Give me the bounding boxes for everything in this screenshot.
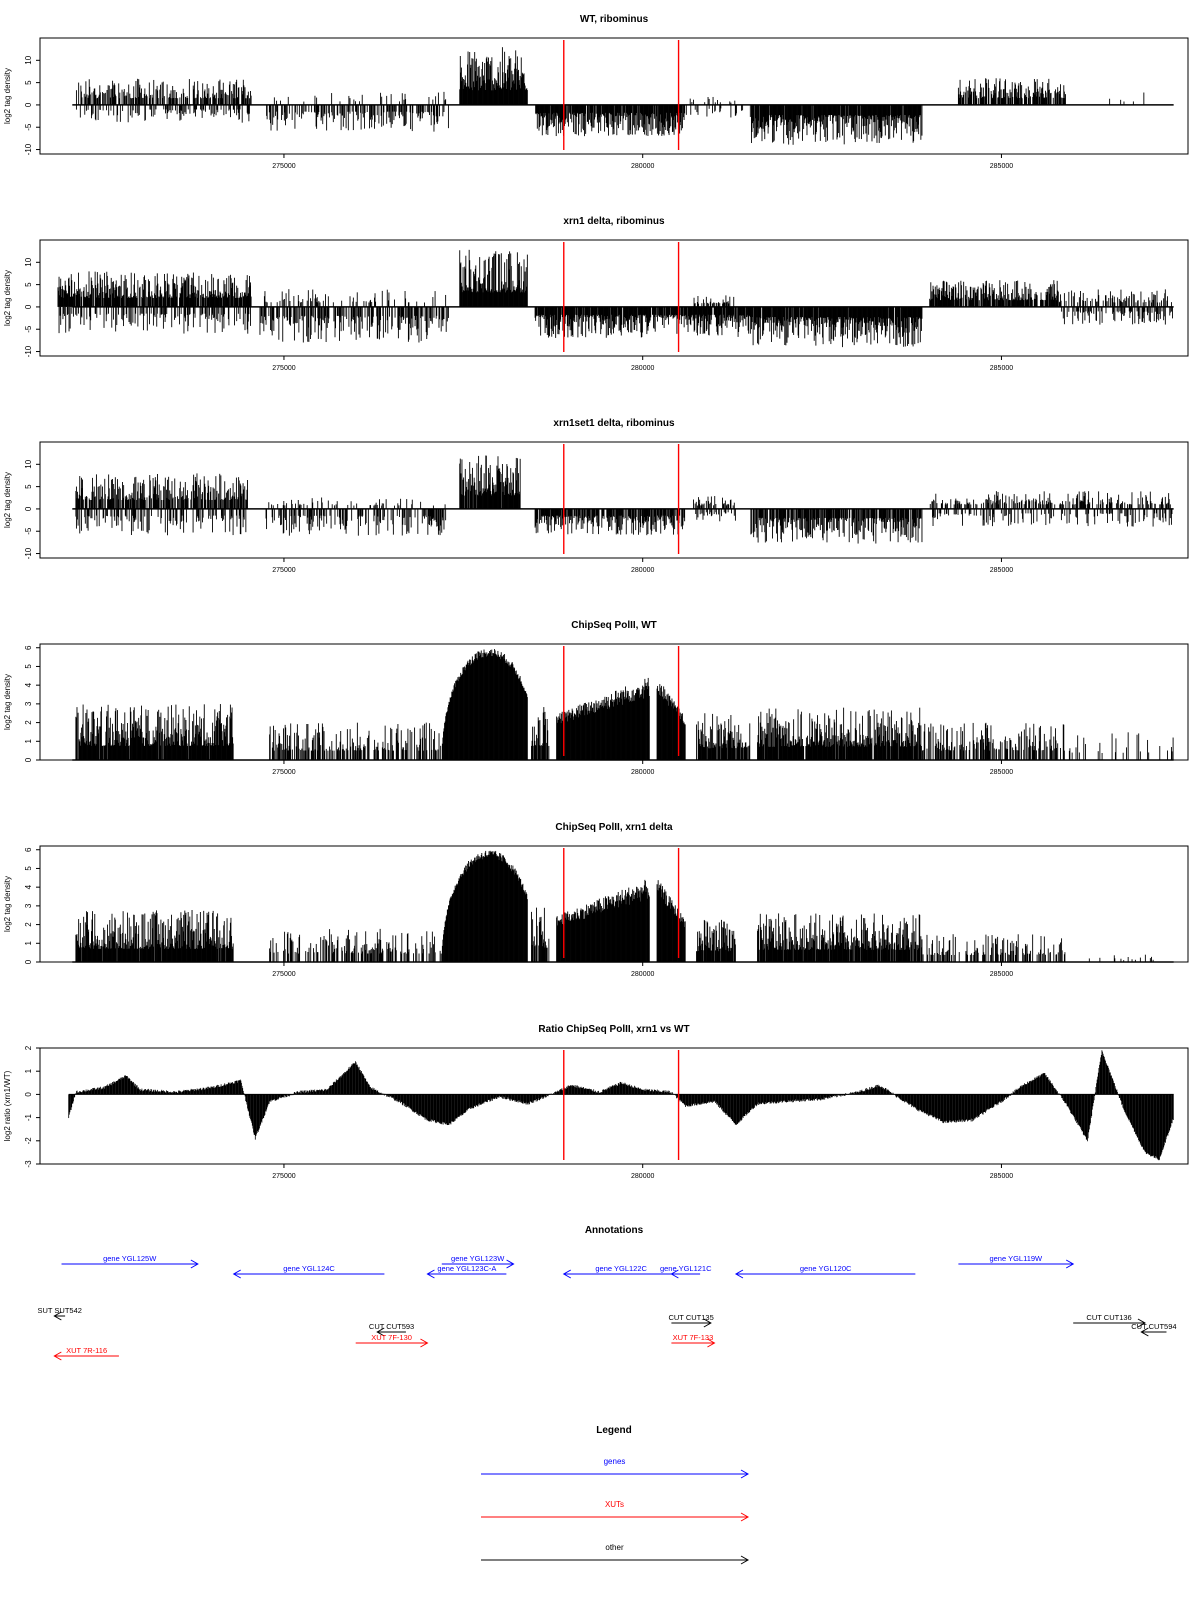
y-tick-label: 5 (24, 282, 33, 287)
data-segment-4 (273, 91, 447, 105)
x-tick-label: 275000 (272, 567, 295, 574)
data-segment-11 (1109, 92, 1145, 105)
data-segment-7 (685, 104, 744, 118)
data-segment-5 (459, 47, 528, 105)
plot-frame (39, 441, 1189, 559)
x-tick-label: 280000 (631, 769, 654, 776)
data-segment-5 (459, 455, 521, 509)
y-axis-label: log2 tag density (3, 674, 12, 730)
data-segment-4 (268, 497, 446, 509)
y-tick-label: -5 (24, 527, 33, 535)
data-layer (72, 455, 1174, 544)
chart-panel-4: ChipSeq PolII, WT log2 tag density 0 1 2 3 4 5 6… (3, 620, 1189, 776)
y-tick-label: 5 (24, 484, 33, 489)
y-tick-label: 10 (24, 55, 33, 64)
x-tick-label: 285000 (990, 769, 1013, 776)
y-tick-label: -10 (24, 345, 33, 357)
y-tick-label: 1 (24, 739, 33, 744)
y-tick-label: 0 (24, 102, 33, 107)
data-segment-10 (1058, 289, 1172, 307)
data-segment-9 (749, 104, 923, 145)
data-segment-11 (932, 508, 1173, 527)
y-tick-label: 0 (24, 304, 33, 309)
y-tick-label: 5 (24, 80, 33, 85)
data-segment-6 (534, 508, 686, 536)
data-segment-2 (58, 306, 252, 334)
x-tick-label: 275000 (272, 769, 295, 776)
x-tick-label: 285000 (990, 567, 1013, 574)
data-segment-8 (749, 306, 923, 348)
data-segment-1 (57, 271, 252, 307)
data-segment-6 (534, 306, 751, 338)
chart-panel-2: xrn1 delta, ribominus log2 tag density -10… (3, 216, 1189, 372)
x-tick-label: 275000 (272, 365, 295, 372)
data-segment-8 (695, 508, 736, 522)
data-segment-7 (693, 295, 735, 307)
y-tick-label: 4 (24, 682, 33, 687)
data-segment-3 (259, 306, 449, 343)
x-tick-label: 275000 (272, 163, 295, 170)
plot-frame (39, 239, 1189, 357)
y-tick-label: 0 (24, 506, 33, 511)
x-tick-label: 280000 (631, 567, 654, 574)
y-tick-label: 3 (24, 701, 33, 706)
y-tick-label: 2 (24, 720, 33, 725)
y-tick-label: -10 (24, 547, 33, 559)
data-segment-10 (957, 78, 1066, 105)
chart-panel-1: WT, ribominus log2 tag density -10 -5 0 5 10 27… (3, 14, 1189, 170)
data-segment-4 (263, 289, 447, 307)
data-segment-10 (929, 491, 1171, 509)
chart-title: WT, ribominus (580, 14, 649, 25)
y-tick-label: 6 (24, 645, 33, 650)
data-segment-1 (75, 473, 248, 509)
x-tick-label: 285000 (990, 365, 1013, 372)
data-layer (72, 47, 1174, 145)
data-segment-2 (75, 104, 250, 123)
y-axis-label: log2 tag density (3, 270, 12, 326)
y-tick-label: 10 (24, 459, 33, 468)
y-axis-label: log2 tag density (3, 472, 12, 528)
data-segment-1 (75, 78, 252, 105)
chart-title: xrn1set1 delta, ribominus (553, 418, 675, 429)
y-tick-label: 0 (24, 757, 33, 762)
chart-title: xrn1 delta, ribominus (563, 216, 665, 227)
data-segment-9 (929, 280, 1059, 307)
data-layer (72, 649, 1174, 761)
y-tick-label: -5 (24, 325, 33, 333)
data-segment-6 (535, 104, 686, 137)
data-segment-3 (265, 508, 447, 536)
data-segment-11 (1061, 306, 1173, 325)
x-tick-label: 280000 (631, 365, 654, 372)
data-segment-7 (693, 496, 735, 509)
y-tick-label: -10 (24, 143, 33, 155)
data-layer (57, 249, 1174, 348)
y-tick-label: 5 (24, 664, 33, 669)
y-tick-label: -5 (24, 123, 33, 131)
x-tick-label: 280000 (631, 163, 654, 170)
data-segment-8 (689, 96, 736, 105)
y-tick-label: 10 (24, 257, 33, 266)
y-axis-label: log2 tag density (3, 68, 12, 124)
chart-panel-3: xrn1set1 delta, ribominus log2 tag densit… (3, 418, 1189, 574)
x-tick-label: 285000 (990, 163, 1013, 170)
data-segment-5 (459, 249, 528, 307)
chart-title: ChipSeq PolII, WT (571, 620, 657, 631)
data-segment-9 (750, 508, 923, 544)
data-segment-1 (75, 704, 234, 760)
data-segment-2 (75, 508, 247, 536)
plot-frame (39, 37, 1189, 155)
data-segment-3 (266, 104, 449, 132)
